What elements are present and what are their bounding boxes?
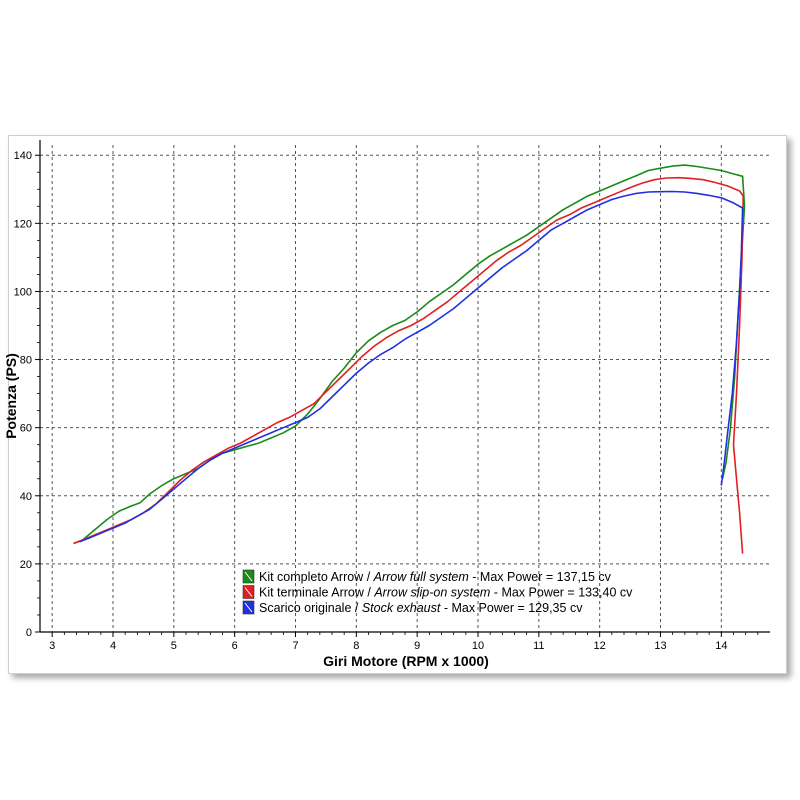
x-tick-label: 10: [472, 640, 484, 652]
x-tick-label: 12: [594, 640, 606, 652]
legend-name-en: Stock exhaust: [362, 601, 441, 615]
x-tick-label: 6: [232, 640, 238, 652]
legend-separator: /: [351, 601, 361, 615]
series-lines: [73, 164, 746, 554]
legend-label-2: Kit terminale Arrow / Arrow slip-on syst…: [259, 586, 633, 600]
y-tick-label: 140: [14, 150, 32, 162]
x-tick-label: 8: [353, 640, 359, 652]
legend-max-power: Max Power = 133,40 cv: [501, 586, 633, 600]
legend-name: Kit terminale Arrow: [259, 586, 365, 600]
legend-label-1: Kit completo Arrow / Arrow full system -…: [259, 570, 612, 584]
legend-separator: /: [364, 586, 374, 600]
y-tick-label: 0: [26, 627, 32, 639]
x-tick-label: 9: [414, 640, 420, 652]
legend-label-3: Scarico originale / Stock exhaust - Max …: [259, 601, 583, 615]
legend-max-power: Max Power = 129,35 cv: [451, 601, 583, 615]
x-tick-label: 3: [49, 640, 55, 652]
x-tick-label: 13: [654, 640, 666, 652]
x-axis-title: Giri Motore (RPM x 1000): [323, 653, 489, 669]
x-tick-label: 11: [533, 640, 544, 652]
legend-name: Scarico originale: [259, 601, 351, 615]
x-tick-label: 14: [715, 640, 727, 652]
y-axis-title: Potenza (PS): [3, 353, 19, 439]
y-tick-label: 60: [20, 423, 32, 435]
legend-name: Kit completo Arrow: [259, 570, 364, 584]
legend-swatch-hatch: [244, 587, 253, 597]
y-tick-label: 120: [14, 218, 32, 230]
legend-separator: -: [490, 586, 501, 600]
legend-separator: -: [469, 570, 480, 584]
y-tick-label: 40: [20, 491, 32, 503]
x-tick-label: 7: [292, 640, 298, 652]
legend-separator: /: [363, 570, 373, 584]
legend-swatch-hatch: [244, 602, 253, 613]
chart-panel: [8, 135, 787, 674]
legend-name-en: Arrow full system: [373, 570, 469, 584]
y-tick-label: 80: [20, 355, 32, 367]
series-line-2: [73, 176, 744, 554]
x-tick-label: 5: [171, 640, 177, 652]
y-tick-label: 20: [20, 559, 32, 571]
x-tick-label: 4: [110, 640, 116, 652]
grid: [40, 145, 770, 632]
series-line-3: [79, 190, 744, 543]
legend-max-power: Max Power = 137,15 cv: [480, 570, 612, 584]
legend-swatch-hatch: [244, 571, 253, 582]
legend-name-en: Arrow slip-on system: [373, 586, 490, 600]
legend: Kit completo Arrow / Arrow full system -…: [242, 569, 633, 615]
y-tick-label: 100: [14, 286, 32, 298]
legend-separator: -: [440, 601, 451, 615]
